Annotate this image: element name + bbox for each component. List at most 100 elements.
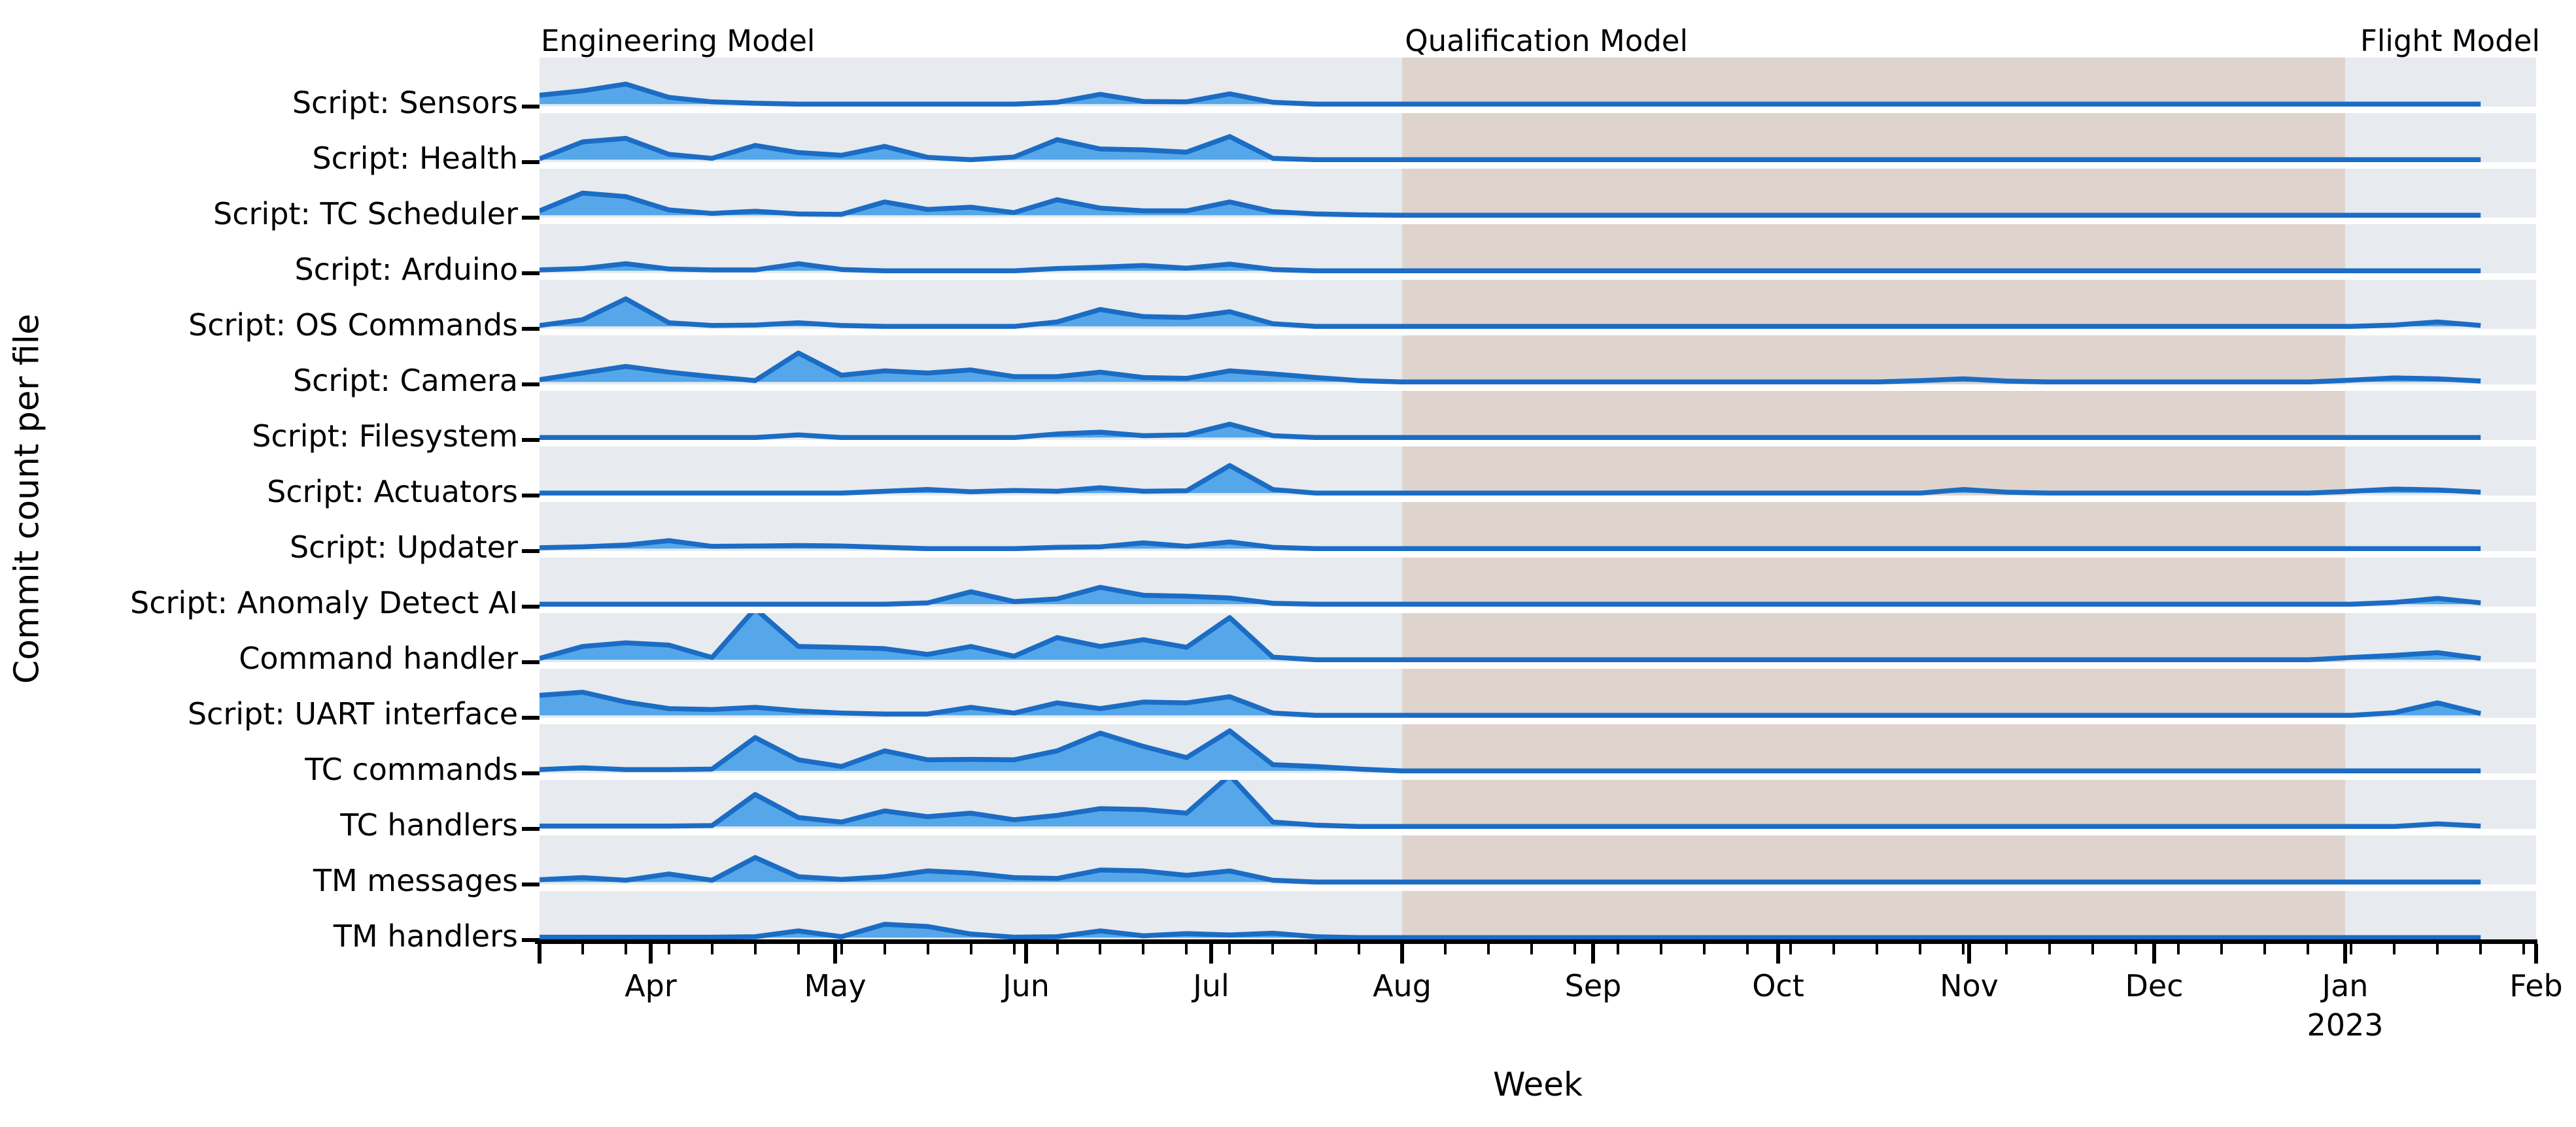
- x-tick-minor: [625, 944, 627, 954]
- x-tick-minor: [1271, 944, 1274, 954]
- y-tick: [522, 605, 540, 609]
- row-label: Script: TC Scheduler: [213, 196, 518, 231]
- x-tick-label: Apr: [625, 968, 677, 1003]
- x-tick-minor: [1530, 944, 1533, 954]
- x-tick-major: [1967, 944, 1971, 964]
- x-tick-minor: [2436, 944, 2439, 954]
- y-tick: [522, 883, 540, 886]
- x-tick-label: Sep: [1564, 968, 1622, 1003]
- area-line: [540, 134, 2481, 162]
- y-tick: [522, 716, 540, 720]
- y-tick: [522, 494, 540, 497]
- x-tick-minor: [2135, 944, 2137, 954]
- area-chart: [540, 780, 2481, 829]
- qualification-shade: [1402, 169, 2345, 218]
- area-chart: [540, 134, 2481, 162]
- x-tick-minor: [581, 944, 584, 954]
- area-fill: [540, 587, 2481, 605]
- row-label: Script: Updater: [289, 530, 518, 565]
- ridge-row: [540, 891, 2536, 940]
- area-chart: [540, 728, 2481, 773]
- area-chart: [540, 81, 2481, 107]
- y-tick: [522, 105, 540, 109]
- ridge-row: [540, 669, 2536, 718]
- x-tick-minor: [1703, 944, 1706, 954]
- y-tick: [522, 216, 540, 220]
- x-tick-minor: [1789, 944, 1792, 954]
- row-label: Script: Arduino: [294, 252, 518, 287]
- x-tick-label: Aug: [1373, 968, 1432, 1003]
- ridge-row: [540, 724, 2536, 773]
- x-tick-major: [649, 944, 653, 964]
- x-tick-minor: [1013, 944, 1016, 954]
- qualification-shade: [1402, 613, 2345, 662]
- ridge-row: [540, 391, 2536, 440]
- area-chart: [540, 922, 2481, 940]
- area-line: [540, 613, 2481, 662]
- x-tick-minor: [1919, 944, 1921, 954]
- ridge-row: [540, 558, 2536, 607]
- area-line: [540, 855, 2481, 884]
- phase-label-flight-model: Flight Model: [2360, 24, 2540, 58]
- area-line: [540, 463, 2481, 496]
- row-label: Script: OS Commands: [188, 307, 518, 343]
- qualification-shade: [1402, 891, 2345, 940]
- x-tick-label: Oct: [1752, 968, 1804, 1003]
- x-tick-minor: [1142, 944, 1144, 954]
- area-chart: [540, 538, 2481, 551]
- x-tick-minor: [1876, 944, 1878, 954]
- area-fill: [540, 780, 2481, 827]
- row-label: TC commands: [305, 752, 518, 787]
- x-tick-minor: [2393, 944, 2396, 954]
- qualification-shade: [1402, 335, 2345, 384]
- row-label: TC handlers: [340, 807, 518, 843]
- row-label: Script: Anomaly Detect AI: [130, 585, 518, 620]
- ridge-row: [540, 335, 2536, 384]
- area-chart: [540, 350, 2481, 384]
- area-line: [540, 538, 2481, 551]
- area-chart: [540, 296, 2481, 329]
- area-line: [540, 261, 2481, 273]
- ridge-row: [540, 113, 2536, 162]
- ridge-row: [540, 446, 2536, 496]
- x-tick-minor: [927, 944, 929, 954]
- x-tick-minor: [2479, 944, 2482, 954]
- x-tick-major: [1591, 944, 1595, 964]
- x-tick-minor: [1660, 944, 1662, 954]
- x-axis-label: Week: [1493, 1066, 1583, 1103]
- x-tick-minor: [2263, 944, 2266, 954]
- x-tick-label: Dec: [2125, 968, 2184, 1003]
- area-fill: [540, 924, 2481, 938]
- row-label: Script: Actuators: [267, 474, 518, 509]
- y-tick: [522, 327, 540, 331]
- area-fill: [540, 857, 2481, 883]
- ridge-row: [540, 224, 2536, 273]
- area-fill: [540, 731, 2481, 771]
- y-tick: [522, 771, 540, 775]
- x-tick-minor: [2522, 944, 2525, 954]
- y-tick: [522, 660, 540, 664]
- x-tick-minor: [1444, 944, 1447, 954]
- ridge-row: [540, 280, 2536, 329]
- y-tick: [522, 438, 540, 442]
- qualification-shade: [1402, 224, 2345, 273]
- row-label: Script: Sensors: [292, 85, 518, 120]
- x-tick-minor: [1228, 944, 1231, 954]
- x-tick-label: Nov: [1940, 968, 1999, 1003]
- x-tick-minor: [884, 944, 886, 954]
- area-fill: [540, 84, 2481, 105]
- x-tick-minor: [1314, 944, 1317, 954]
- x-tick-minor: [1832, 944, 1835, 954]
- x-tick-major: [1209, 944, 1213, 964]
- x-tick-minor: [1099, 944, 1101, 954]
- qualification-shade: [1402, 835, 2345, 884]
- ridge-row: [540, 780, 2536, 829]
- area-line: [540, 350, 2481, 384]
- x-tick-minor: [2220, 944, 2223, 954]
- ridge-row: [540, 58, 2536, 107]
- area-chart: [540, 422, 2481, 440]
- area-fill: [540, 613, 2481, 660]
- area-line: [540, 81, 2481, 107]
- x-tick-major: [2152, 944, 2156, 964]
